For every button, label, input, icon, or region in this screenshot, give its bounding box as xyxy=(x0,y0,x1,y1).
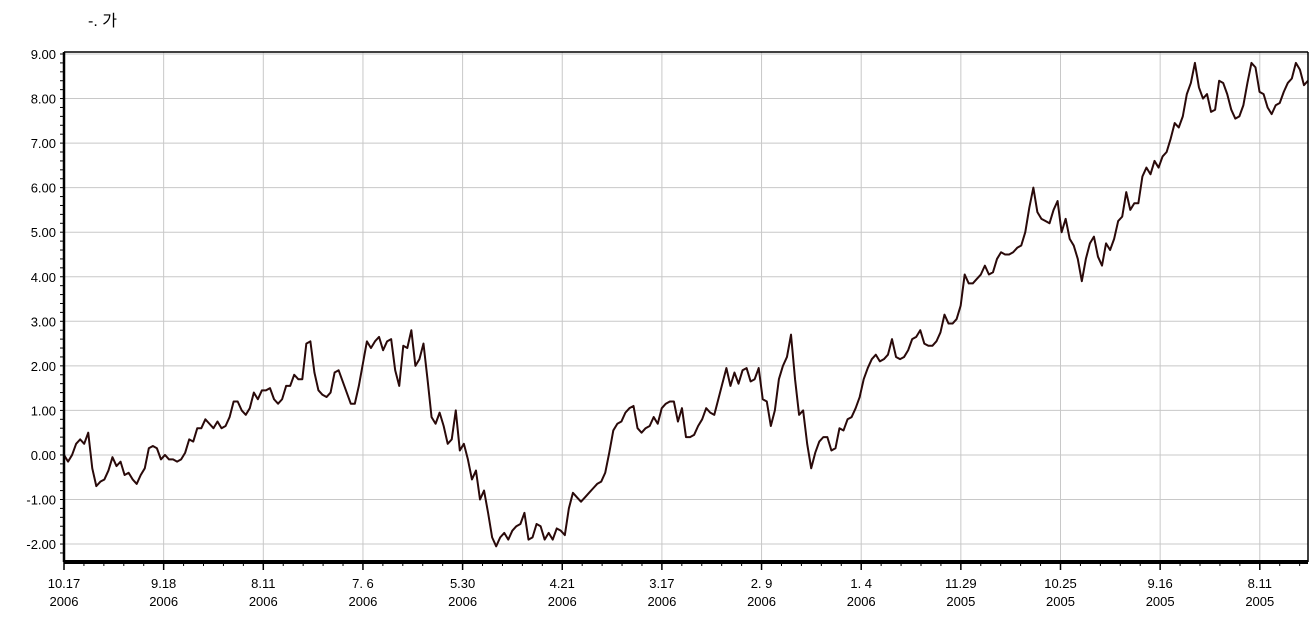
x-tick-label-date: 4.21 xyxy=(550,576,575,591)
x-axis: 10.17 2006 9.18 2006 8.11 2006 7. 6 2006 5.30 200… xyxy=(48,562,1301,609)
x-tick-label-date: 5.30 xyxy=(450,576,475,591)
y-tick-label: -2.00 xyxy=(26,537,56,552)
y-tick-label: 7.00 xyxy=(31,136,56,151)
y-tick-label: 1.00 xyxy=(31,403,56,418)
x-tick-label-year: 2005 xyxy=(946,594,975,609)
x-tick-label-date: 7. 6 xyxy=(352,576,374,591)
y-tick-label: 8.00 xyxy=(31,92,56,107)
series-line xyxy=(63,61,1309,548)
x-tick-label-year: 2006 xyxy=(249,594,278,609)
x-tick-label-year: 2005 xyxy=(1146,594,1175,609)
x-tick-label-year: 2006 xyxy=(348,594,377,609)
y-tick-label: 2.00 xyxy=(31,359,56,374)
x-tick-label-year: 2005 xyxy=(1245,594,1274,609)
x-tick-label-date: 3.17 xyxy=(649,576,674,591)
y-tick-label: 4.00 xyxy=(31,270,56,285)
grid-lines xyxy=(64,52,1308,562)
x-tick-label-date: 10.17 xyxy=(48,576,81,591)
x-tick-label-year: 2006 xyxy=(747,594,776,609)
x-tick-label-date: 11.29 xyxy=(945,576,977,591)
y-tick-label: -1.00 xyxy=(26,493,56,508)
x-tick-label-date: 8.11 xyxy=(1248,576,1272,591)
plot-frame xyxy=(62,51,1309,564)
x-tick-label-date: 9.16 xyxy=(1147,576,1172,591)
x-tick-label-year: 2006 xyxy=(448,594,477,609)
x-tick-label-year: 2006 xyxy=(647,594,676,609)
y-tick-label: 0.00 xyxy=(31,448,56,463)
x-tick-label-year: 2006 xyxy=(847,594,876,609)
x-tick-label-year: 2006 xyxy=(548,594,577,609)
x-tick-label-year: 2006 xyxy=(50,594,79,609)
x-tick-label-date: 8.11 xyxy=(251,576,275,591)
chart-title: -. 가 xyxy=(88,12,117,30)
x-tick-label-date: 10.25 xyxy=(1044,576,1077,591)
y-axis: 9.00 8.00 7.00 6.00 5.00 4.00 3.00 2.00 1.00 0.00… xyxy=(26,47,64,554)
y-tick-label: 3.00 xyxy=(31,314,56,329)
y-tick-label: 9.00 xyxy=(31,47,56,62)
x-tick-label-date: 1. 4 xyxy=(850,576,872,591)
y-tick-label: 5.00 xyxy=(31,225,56,240)
y-tick-label: 6.00 xyxy=(31,181,56,196)
x-tick-label-year: 2006 xyxy=(149,594,178,609)
x-tick-label-year: 2005 xyxy=(1046,594,1075,609)
x-tick-label-date: 9.18 xyxy=(151,576,176,591)
x-tick-label-date: 2. 9 xyxy=(751,576,773,591)
